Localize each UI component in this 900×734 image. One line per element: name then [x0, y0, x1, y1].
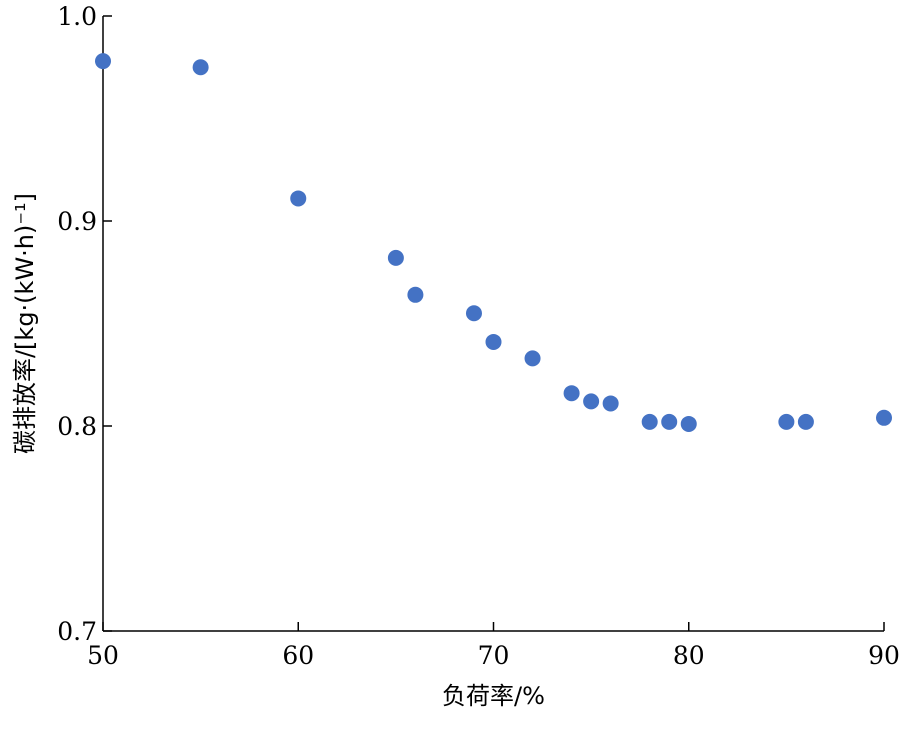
x-tick-label: 50 — [87, 641, 119, 670]
data-point — [602, 395, 619, 412]
data-point — [192, 59, 209, 76]
data-points — [95, 53, 892, 432]
y-tick-label: 0.9 — [57, 207, 97, 236]
x-tick-label: 70 — [478, 641, 510, 670]
y-tick-label: 1.0 — [57, 2, 97, 31]
x-tick-label: 80 — [673, 641, 705, 670]
ticks: 0.7 0.8 0.9 1.0 50 60 70 80 90 — [57, 2, 900, 670]
data-point — [524, 350, 541, 367]
axes — [102, 16, 884, 632]
data-point — [778, 413, 795, 430]
data-point — [876, 409, 892, 426]
y-axis-title: 碳排放率/[kg·(kW·h)⁻¹] — [11, 193, 39, 454]
data-point — [407, 286, 424, 303]
data-point — [95, 53, 111, 70]
data-point — [387, 249, 404, 266]
y-tick-label: 0.7 — [57, 617, 97, 646]
data-point — [661, 413, 678, 430]
x-tick-label: 90 — [868, 641, 900, 670]
data-point — [680, 415, 697, 432]
data-point — [563, 385, 580, 402]
x-axis-title: 负荷率/% — [442, 682, 545, 710]
data-point — [583, 393, 600, 410]
data-point — [290, 190, 307, 207]
data-point — [485, 333, 502, 350]
y-tick-label: 0.8 — [57, 412, 97, 441]
data-point — [797, 413, 814, 430]
x-tick-label: 60 — [282, 641, 314, 670]
data-point — [641, 413, 658, 430]
data-point — [465, 305, 482, 322]
